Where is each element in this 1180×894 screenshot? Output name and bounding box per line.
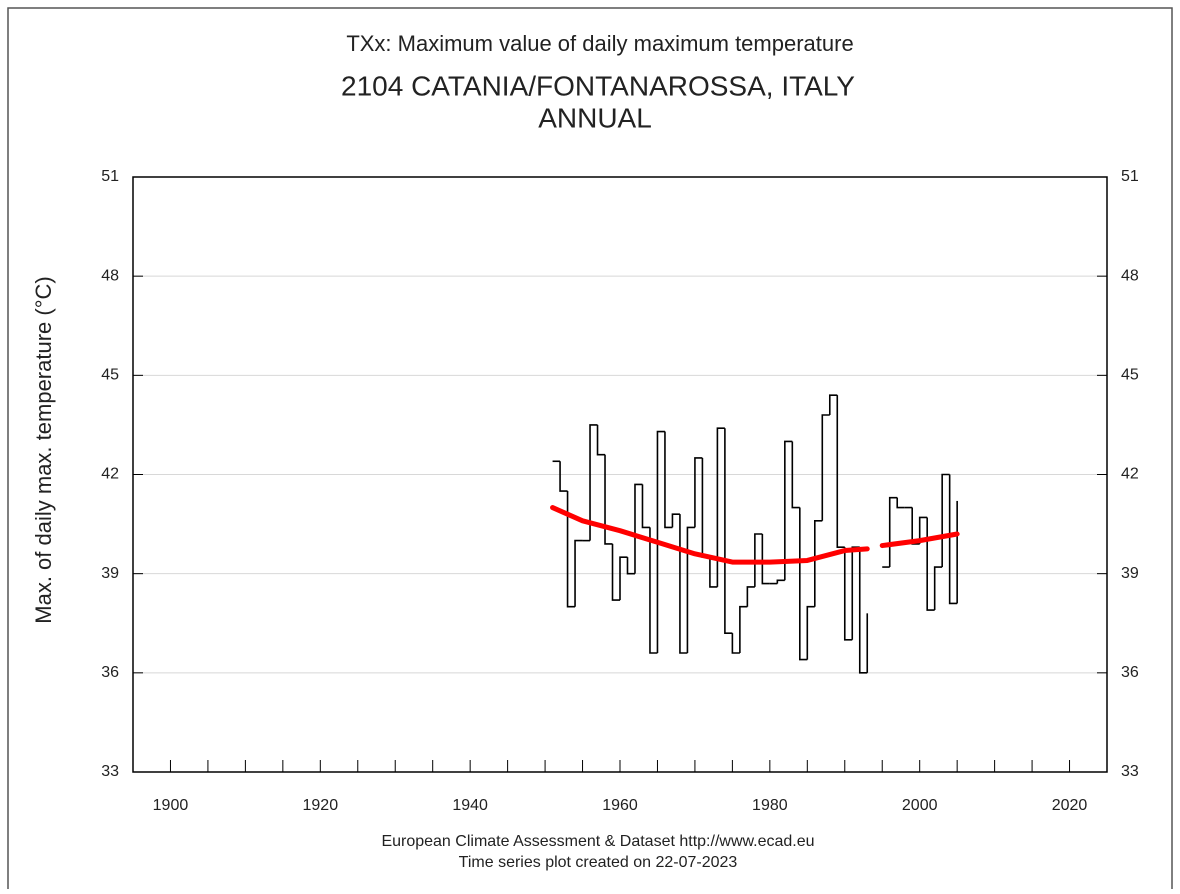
step-segment bbox=[948, 474, 958, 605]
footer-line: Time series plot created on 22-07-2023 bbox=[459, 854, 738, 871]
step-segment bbox=[851, 546, 860, 640]
x-tick-label: 2020 bbox=[1052, 797, 1088, 814]
y2-tick-label: 45 bbox=[1121, 367, 1139, 384]
x-tick-label: 1960 bbox=[602, 797, 638, 814]
step-segment bbox=[739, 605, 748, 653]
period-label: ANNUAL bbox=[538, 102, 652, 133]
x-tick-label: 1940 bbox=[452, 797, 488, 814]
step-segment bbox=[679, 514, 688, 654]
trend-line bbox=[550, 505, 870, 565]
footer-line: European Climate Assessment & Dataset ht… bbox=[381, 833, 814, 850]
y-tick-label: 39 bbox=[101, 565, 119, 582]
step-segment bbox=[664, 431, 673, 529]
x-tick-label: 1920 bbox=[303, 797, 339, 814]
step-segment bbox=[836, 395, 845, 549]
step-segment bbox=[641, 484, 650, 529]
step-segment bbox=[791, 441, 800, 509]
step-segment bbox=[933, 566, 943, 611]
step-segment bbox=[784, 440, 793, 581]
chart-title: TXx: Maximum value of daily maximum temp… bbox=[346, 31, 853, 56]
y-tick-label: 33 bbox=[101, 763, 119, 780]
x-tick-label: 1900 bbox=[153, 797, 189, 814]
step-segment bbox=[559, 461, 568, 492]
step-segment bbox=[806, 605, 815, 660]
y-tick-label: 45 bbox=[101, 367, 119, 384]
step-segment bbox=[589, 424, 598, 541]
step-segment bbox=[918, 516, 928, 544]
step-segment bbox=[754, 533, 763, 587]
y2-tick-label: 42 bbox=[1121, 466, 1139, 483]
step-segment bbox=[941, 473, 950, 568]
step-segment bbox=[761, 534, 770, 585]
y-tick-label: 51 bbox=[101, 168, 119, 185]
step-segment bbox=[596, 424, 606, 456]
step-segment bbox=[574, 539, 583, 607]
y-tick-label: 42 bbox=[101, 466, 119, 483]
step-segment bbox=[611, 543, 620, 601]
step-segment bbox=[619, 556, 628, 601]
step-segment bbox=[634, 483, 643, 574]
chart-subtitle: 2104 CATANIA/FONTANAROSSA, ITALY bbox=[341, 70, 855, 101]
step-segment bbox=[828, 394, 838, 415]
y2-tick-label: 39 bbox=[1121, 565, 1139, 582]
plot-area bbox=[132, 176, 1108, 773]
step-segment bbox=[656, 430, 665, 653]
step-segment bbox=[731, 633, 740, 654]
y2-tick-label: 36 bbox=[1121, 664, 1139, 681]
step-segment bbox=[858, 547, 868, 674]
x-tick-label: 1980 bbox=[752, 797, 788, 814]
step-segment bbox=[701, 457, 710, 558]
step-segment bbox=[746, 586, 755, 607]
step-segment bbox=[724, 428, 733, 634]
y2-tick-label: 51 bbox=[1121, 168, 1139, 185]
step-segment bbox=[926, 517, 935, 611]
step-segment bbox=[566, 491, 576, 608]
step-segment bbox=[843, 547, 853, 641]
y-tick-label: 36 bbox=[101, 664, 119, 681]
step-segment bbox=[686, 526, 695, 653]
step-segment bbox=[716, 427, 725, 587]
step-segment bbox=[776, 579, 785, 584]
y2-tick-label: 33 bbox=[1121, 763, 1139, 780]
step-segment bbox=[821, 414, 830, 521]
x-tick-label: 2000 bbox=[902, 797, 938, 814]
step-segment bbox=[814, 519, 823, 607]
trend-line bbox=[879, 531, 960, 549]
step-segment bbox=[709, 557, 718, 588]
step-segment bbox=[626, 557, 635, 575]
step-segment bbox=[888, 496, 898, 568]
step-segment bbox=[649, 527, 658, 654]
frame bbox=[7, 7, 1173, 894]
y2-tick-label: 48 bbox=[1121, 267, 1139, 284]
step-segment bbox=[671, 513, 680, 528]
step-segment bbox=[604, 454, 613, 545]
step-segment bbox=[896, 497, 905, 509]
step-segment bbox=[694, 457, 703, 528]
y-tick-label: 48 bbox=[101, 267, 119, 284]
step-segment bbox=[799, 507, 808, 661]
y-axis-label: Max. of daily max. temperature (°C) bbox=[31, 276, 56, 623]
